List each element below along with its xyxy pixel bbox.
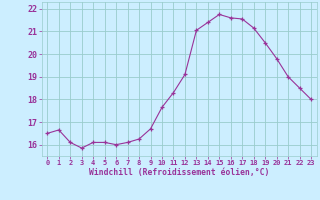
X-axis label: Windchill (Refroidissement éolien,°C): Windchill (Refroidissement éolien,°C)	[89, 168, 269, 177]
